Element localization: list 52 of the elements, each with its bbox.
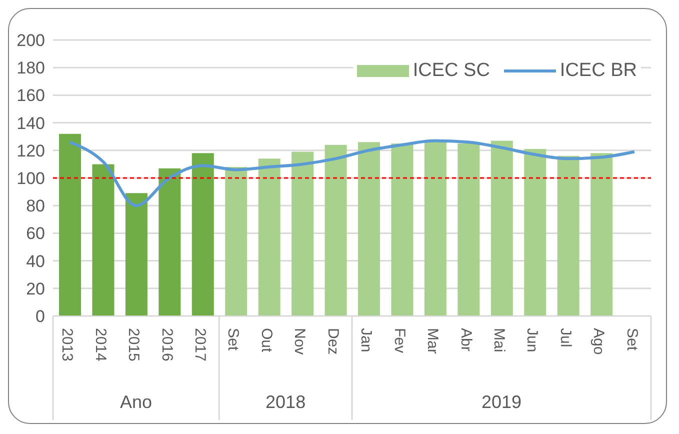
bar xyxy=(92,164,114,316)
x-tick-label: Mai xyxy=(490,328,508,352)
y-tick-label: 200 xyxy=(16,31,45,50)
x-tick-label: Dez xyxy=(324,328,342,355)
x-tick-label: Jun xyxy=(524,328,541,352)
y-tick-label: 20 xyxy=(26,279,45,298)
bar xyxy=(59,134,81,316)
bar xyxy=(358,142,380,316)
bar xyxy=(590,153,613,316)
bar xyxy=(258,158,280,316)
x-tick-label: 2015 xyxy=(125,328,142,362)
x-tick-label: Jan xyxy=(358,328,375,352)
x-tick-label: Out xyxy=(258,328,275,354)
x-tick-label: Nov xyxy=(291,328,308,356)
x-tick-label: Mar xyxy=(424,328,442,354)
y-tick-label: 80 xyxy=(26,196,45,216)
bar xyxy=(424,140,446,316)
x-tick-label: 2014 xyxy=(92,328,109,362)
x-tick-label: Set xyxy=(623,328,640,352)
x-tick-label: 2013 xyxy=(58,328,76,362)
bar xyxy=(292,152,314,316)
bar xyxy=(158,168,181,316)
bar xyxy=(125,193,148,316)
y-tick-label: 140 xyxy=(16,114,45,133)
legend-label: ICEC BR xyxy=(558,60,637,82)
text: Ano xyxy=(120,392,152,412)
y-tick-label: 60 xyxy=(26,224,45,244)
x-tick-label: 2016 xyxy=(158,328,176,362)
y-tick-label: 40 xyxy=(26,252,45,271)
bar xyxy=(557,156,580,316)
bar xyxy=(225,166,248,316)
y-tick-label: 0 xyxy=(36,307,45,326)
bar xyxy=(391,144,414,316)
text: 2018 xyxy=(266,392,306,412)
bar xyxy=(458,144,480,316)
text: 2019 xyxy=(481,392,522,412)
y-tick-label: 100 xyxy=(16,169,45,188)
bar xyxy=(324,144,347,316)
line-series xyxy=(68,139,636,208)
bar xyxy=(192,153,214,316)
legend-label: ICEC SC xyxy=(412,60,490,82)
x-tick-label: Fev xyxy=(390,328,408,354)
y-tick-label: 120 xyxy=(16,141,45,160)
x-tick-label: Jul xyxy=(556,328,574,348)
x-tick-label: Abr xyxy=(457,328,474,352)
x-tick-label: Ago xyxy=(590,328,608,355)
bar xyxy=(524,149,546,316)
x-tick-label: 2017 xyxy=(192,328,208,362)
y-tick-label: 160 xyxy=(16,86,45,106)
x-tick-label: Set xyxy=(224,328,242,352)
bar xyxy=(490,140,513,316)
y-tick-label: 180 xyxy=(16,58,45,78)
